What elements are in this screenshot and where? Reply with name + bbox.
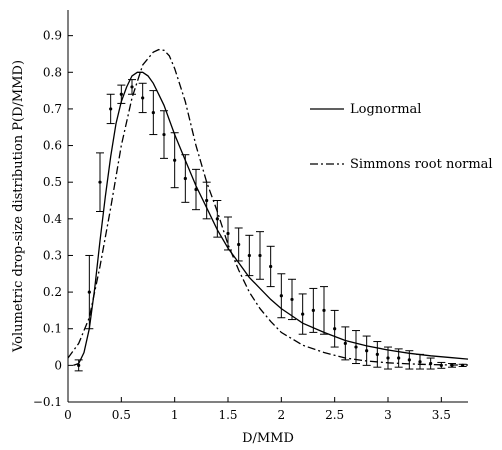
data-point xyxy=(386,356,390,360)
data-point xyxy=(322,308,326,313)
x-tick-label: 3.5 xyxy=(432,408,451,422)
data-point xyxy=(109,107,113,111)
data-point xyxy=(290,297,294,302)
data-point xyxy=(205,198,209,203)
data-point xyxy=(418,360,422,364)
data-point xyxy=(87,290,91,294)
data-point xyxy=(461,363,465,367)
legend-label-simmons-root-normal: Simmons root normal xyxy=(350,157,493,172)
data-point xyxy=(194,187,198,192)
plot-area: 0 0.5 1 1.5 2 2.5 3 3.5−0.100.10.20.30.40.50.60… xyxy=(33,10,469,422)
data-point xyxy=(343,341,347,345)
y-tick-label: 0.2 xyxy=(43,285,62,299)
data-point xyxy=(237,242,241,247)
data-point xyxy=(407,358,411,362)
legend: Lognormal Simmons root normal xyxy=(310,102,493,172)
data-point xyxy=(397,356,401,360)
series-simmons-root-normal-line xyxy=(67,48,468,366)
data-point xyxy=(183,176,187,181)
data-point xyxy=(301,312,305,316)
data-point xyxy=(269,264,273,269)
y-tick-label: 0.7 xyxy=(43,102,62,116)
data-point xyxy=(98,180,102,184)
data-point xyxy=(333,327,337,331)
data-point xyxy=(119,92,123,96)
x-tick-label: 2.5 xyxy=(325,408,344,422)
x-tick-label: 1.5 xyxy=(218,408,237,422)
data-point xyxy=(354,345,358,349)
y-tick-label: −0.1 xyxy=(33,395,62,409)
y-tick-label: 0.9 xyxy=(43,29,62,43)
data-point xyxy=(226,231,230,236)
data-point xyxy=(151,110,155,115)
data-point xyxy=(311,308,315,313)
data-point xyxy=(215,217,219,221)
y-tick-label: 0.1 xyxy=(43,322,62,336)
data-point xyxy=(429,361,433,366)
data-point xyxy=(450,363,454,367)
y-tick-label: 0.8 xyxy=(43,65,62,79)
data-point xyxy=(130,85,134,89)
x-tick-label: 1 xyxy=(171,408,179,422)
data-point xyxy=(247,253,251,258)
data-point xyxy=(365,349,369,353)
data-point xyxy=(258,253,262,258)
y-tick-label: 0.6 xyxy=(43,139,62,153)
x-tick-label: 3 xyxy=(384,408,392,422)
y-tick-label: 0.3 xyxy=(43,248,62,262)
y-tick-label: 0.5 xyxy=(43,175,62,189)
data-point xyxy=(77,363,81,367)
data-point xyxy=(279,294,283,298)
x-tick-label: 0.5 xyxy=(112,408,131,422)
y-tick-label: 0 xyxy=(54,358,62,372)
data-point xyxy=(162,132,166,137)
y-tick-label: 0.4 xyxy=(43,212,62,226)
y-axis-label: Volumetric drop-size distribution P(D/MM… xyxy=(11,60,26,353)
data-point xyxy=(141,96,145,100)
data-point xyxy=(439,363,443,367)
legend-label-lognormal: Lognormal xyxy=(350,102,421,117)
x-tick-label: 0 xyxy=(64,408,72,422)
x-axis-label: D/MMD xyxy=(242,431,294,446)
x-tick-label: 2 xyxy=(278,408,286,422)
data-point xyxy=(173,158,177,162)
data-point xyxy=(375,352,379,356)
